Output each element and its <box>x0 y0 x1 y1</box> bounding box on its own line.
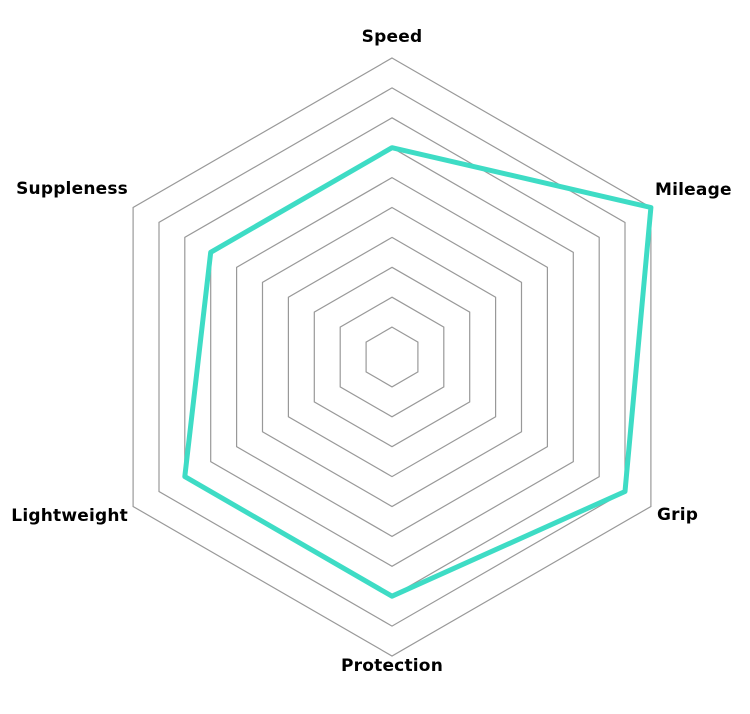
grid-ring <box>236 176 549 538</box>
axis-label-mileage: Mileage <box>655 180 732 200</box>
grid-ring <box>365 326 419 388</box>
grid-ring <box>339 296 445 418</box>
grid-ring <box>261 206 523 508</box>
grid-ring <box>158 87 626 627</box>
axis-label-suppleness: Suppleness <box>16 179 128 199</box>
axis-label-speed: Speed <box>361 27 423 47</box>
axis-label-lightweight: Lightweight <box>11 506 128 526</box>
axis-label-protection: Protection <box>341 656 443 676</box>
grid-ring <box>313 266 471 448</box>
axis-label-grip: Grip <box>657 505 699 525</box>
grid-ring <box>210 147 574 567</box>
grid-ring <box>184 117 600 597</box>
grid-ring <box>287 236 497 478</box>
data-series-polygon <box>182 145 654 599</box>
